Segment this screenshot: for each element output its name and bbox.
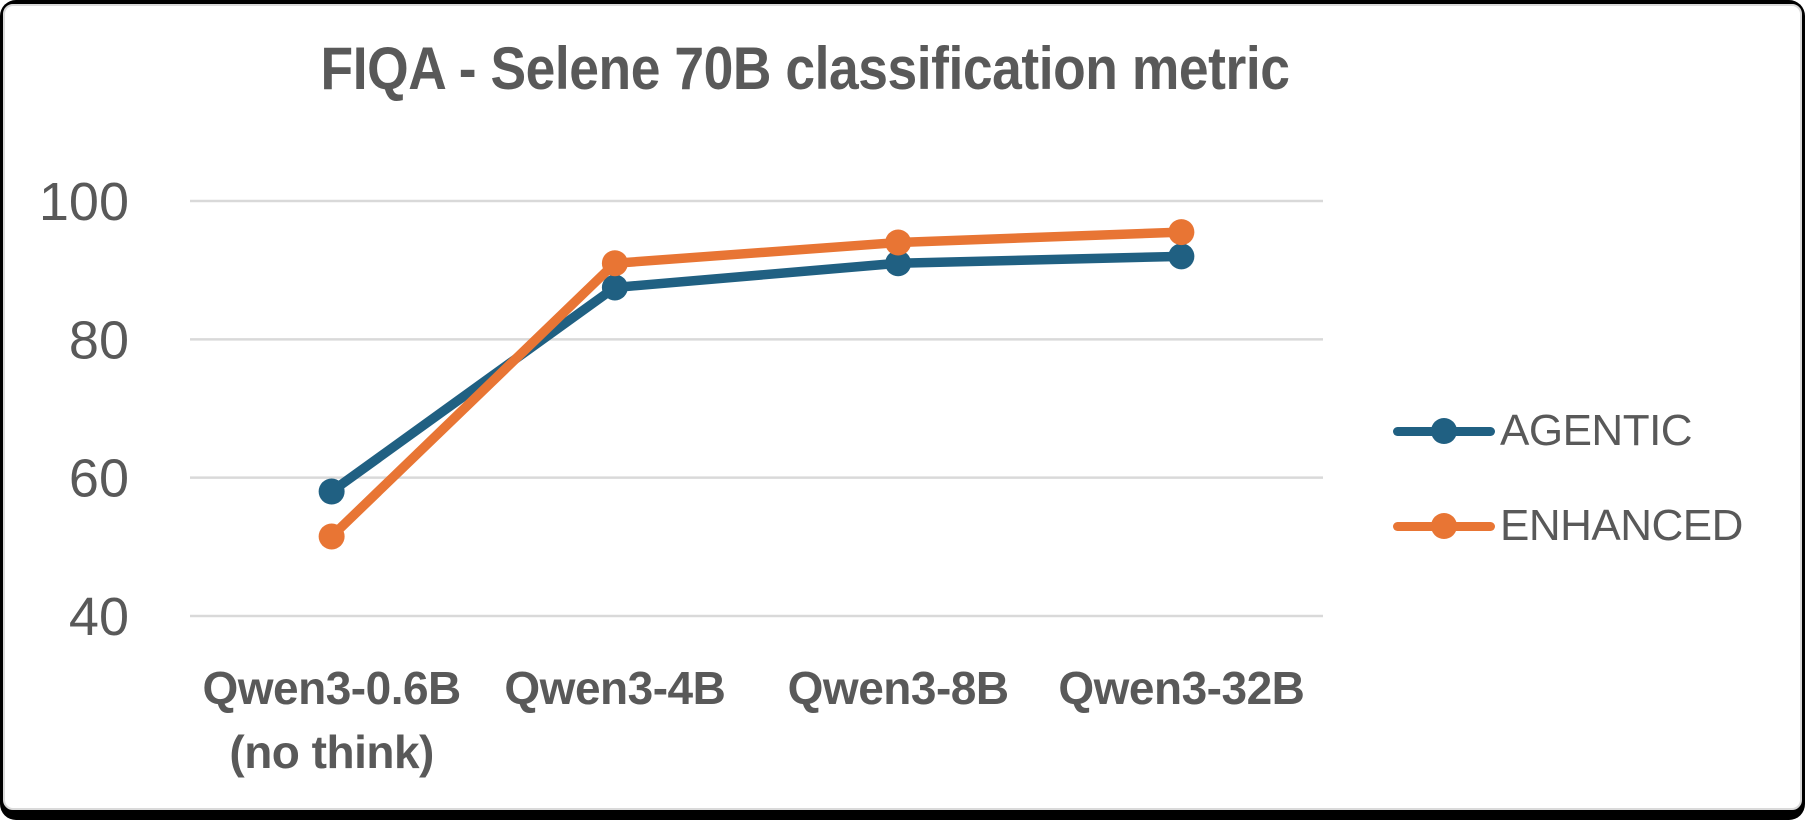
x-category-label: Qwen3-8B bbox=[788, 662, 1009, 714]
chart-title: FIQA - Selene 70B classification metric bbox=[320, 35, 1290, 102]
data-point-enhanced-0 bbox=[318, 523, 345, 550]
legend-marker-enhanced bbox=[1393, 512, 1495, 540]
series-line-enhanced bbox=[326, 227, 1187, 542]
legend-dot-icon bbox=[1431, 513, 1457, 539]
y-tick-label-80: 80 bbox=[69, 310, 129, 370]
data-point-agentic-1 bbox=[601, 274, 628, 301]
line-chart-plot: 40 60 80 100 Qwen3-0.6B (no think) Qwen3-4B Qwe… bbox=[39, 172, 1323, 778]
y-tick-label-100: 100 bbox=[39, 172, 129, 232]
chart-area: FIQA - Selene 70B classification metric … bbox=[3, 4, 1802, 810]
legend-item-agentic: AGENTIC bbox=[1393, 406, 1693, 455]
legend-item-enhanced: ENHANCED bbox=[1393, 501, 1743, 550]
legend-label-enhanced: ENHANCED bbox=[1500, 501, 1743, 550]
data-point-enhanced-2 bbox=[885, 229, 912, 256]
data-point-agentic-3 bbox=[1168, 243, 1195, 270]
legend-dot-icon bbox=[1431, 418, 1457, 444]
x-category-label: Qwen3-32B bbox=[1058, 662, 1304, 714]
data-point-agentic-2 bbox=[885, 250, 912, 277]
legend-label-agentic: AGENTIC bbox=[1500, 406, 1693, 455]
x-category-label: Qwen3-4B bbox=[504, 662, 725, 714]
data-point-agentic-0 bbox=[318, 478, 345, 505]
x-category-label: Qwen3-0.6B bbox=[202, 662, 460, 714]
series-line-agentic bbox=[326, 251, 1187, 497]
y-tick-label-40: 40 bbox=[69, 587, 129, 647]
x-category-label: (no think) bbox=[229, 726, 434, 778]
y-tick-label-60: 60 bbox=[69, 449, 129, 509]
data-point-enhanced-1 bbox=[601, 250, 628, 277]
data-point-enhanced-3 bbox=[1168, 219, 1195, 246]
legend-marker-agentic bbox=[1393, 417, 1495, 445]
